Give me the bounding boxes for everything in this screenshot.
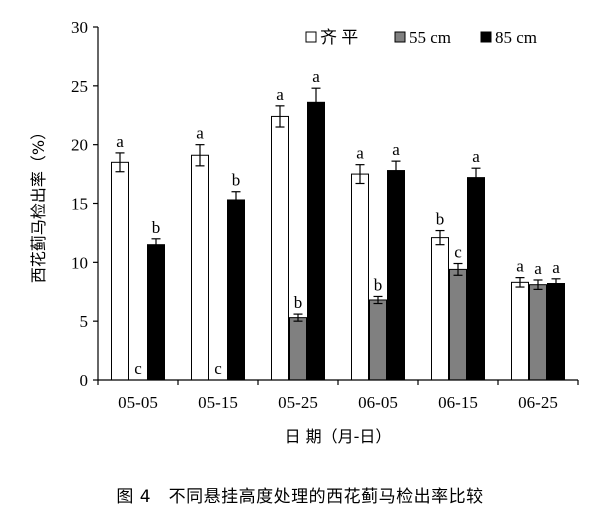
- bar: [351, 173, 369, 381]
- significance-label: b: [436, 210, 445, 229]
- significance-label: b: [152, 218, 161, 237]
- bar: [147, 244, 165, 381]
- legend-label: 55 cm: [409, 28, 451, 47]
- bars: [111, 101, 565, 381]
- bar: [529, 284, 547, 381]
- x-tick-label: 06-05: [358, 393, 398, 412]
- significance-label: a: [196, 124, 204, 143]
- significance-label: c: [454, 243, 462, 262]
- legend-swatch: [394, 31, 406, 43]
- y-tick-label: 15: [71, 195, 88, 214]
- significance-label: a: [552, 258, 560, 277]
- legend-label: 85 cm: [495, 28, 537, 47]
- legend-swatch: [480, 31, 492, 43]
- significance-label: c: [134, 359, 142, 378]
- y-tick-label: 25: [71, 77, 88, 96]
- x-tick-label: 05-25: [278, 393, 318, 412]
- significance-label: a: [516, 257, 524, 276]
- significance-label: b: [374, 275, 383, 294]
- significance-label: a: [312, 67, 320, 86]
- significance-label: a: [116, 132, 124, 151]
- bar: [387, 170, 405, 381]
- legend: 齐 平 55 cm 85 cm: [305, 28, 537, 47]
- y-tick-label: 10: [71, 253, 88, 272]
- bar: [467, 177, 485, 381]
- significance-label: a: [276, 85, 284, 104]
- significance-label: a: [534, 259, 542, 278]
- significance-label: c: [214, 359, 222, 378]
- bar: [271, 115, 289, 381]
- legend-swatch: [305, 31, 317, 43]
- significance-label: b: [294, 293, 303, 312]
- x-tick-label: 05-05: [118, 393, 158, 412]
- bar: [227, 199, 245, 381]
- bar: [449, 268, 467, 381]
- figure-caption: 图 4 不同悬挂高度处理的西花蓟马检出率比较: [116, 487, 484, 507]
- bar: [111, 161, 129, 381]
- x-axis-ticks: 05-05 05-15 05-25 06-05 06-15 06-25: [97, 380, 579, 412]
- bar: [547, 283, 565, 381]
- x-tick-label: 06-15: [438, 393, 478, 412]
- y-axis-label: 西花蓟马检出率（%）: [29, 124, 48, 283]
- bar: [511, 281, 529, 381]
- error-bars: [115, 87, 561, 322]
- y-tick-label: 5: [80, 312, 89, 331]
- x-tick-label: 05-15: [198, 393, 238, 412]
- bar: [289, 317, 307, 381]
- significance-label: a: [356, 144, 364, 163]
- y-tick-label: 20: [71, 136, 88, 155]
- significance-label: a: [472, 147, 480, 166]
- bar: [307, 101, 325, 381]
- y-axis-ticks: 0 5 10 15 20 25 30: [71, 18, 98, 390]
- x-tick-label: 06-25: [518, 393, 558, 412]
- legend-label: 齐 平: [320, 28, 358, 47]
- y-tick-label: 0: [80, 371, 89, 390]
- y-tick-label: 30: [71, 18, 88, 37]
- bar: [369, 299, 387, 381]
- bar: [191, 154, 209, 381]
- bar: [431, 237, 449, 381]
- x-axis-label: 日 期（月-日）: [285, 427, 392, 446]
- significance-label: b: [232, 171, 241, 190]
- significance-label: a: [392, 140, 400, 159]
